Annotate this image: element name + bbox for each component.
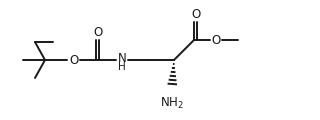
Text: O: O <box>69 54 79 66</box>
Text: N: N <box>118 51 126 65</box>
Text: H: H <box>118 62 126 72</box>
Text: O: O <box>212 33 220 46</box>
Text: O: O <box>191 9 200 21</box>
Text: NH$_2$: NH$_2$ <box>160 96 184 111</box>
Text: O: O <box>93 27 102 39</box>
